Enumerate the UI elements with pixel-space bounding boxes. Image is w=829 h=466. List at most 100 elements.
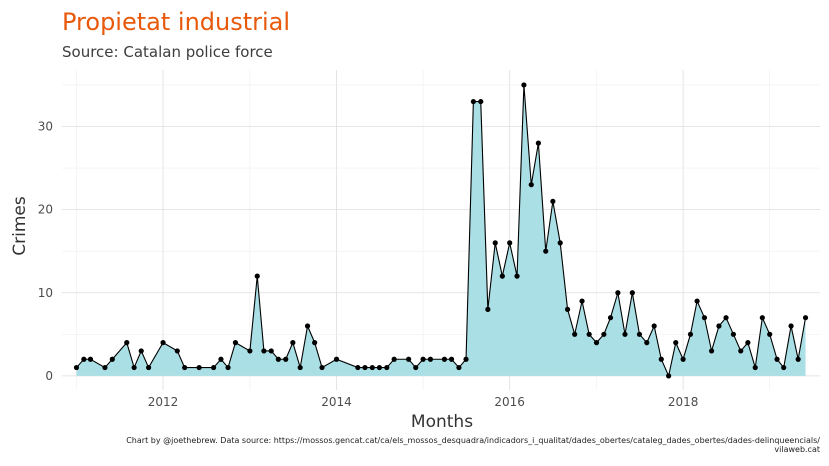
data-point: [145, 364, 152, 371]
data-point: [644, 340, 650, 346]
data-point: [420, 356, 426, 362]
data-point: [687, 331, 694, 337]
data-point: [658, 356, 664, 362]
data-point: [680, 356, 686, 362]
y-tick-label: 20: [38, 203, 53, 217]
data-point: [622, 331, 628, 337]
data-point: [73, 364, 80, 371]
y-tick-label: 10: [38, 286, 53, 300]
data-point: [283, 356, 289, 362]
data-point: [376, 364, 383, 371]
data-point: [406, 356, 412, 362]
data-point: [708, 348, 715, 354]
data-point: [470, 98, 476, 105]
data-point: [225, 364, 231, 371]
data-point: [492, 240, 498, 246]
data-point: [81, 356, 87, 362]
data-point: [651, 323, 657, 329]
series-points: [73, 82, 809, 379]
data-point: [615, 290, 621, 296]
y-tick-label: 0: [45, 369, 53, 383]
data-point: [572, 331, 578, 337]
data-point: [767, 331, 773, 337]
data-point: [752, 364, 758, 371]
data-point: [759, 315, 765, 321]
data-point: [730, 331, 737, 337]
data-point: [543, 248, 549, 254]
data-point: [297, 364, 303, 371]
x-tick-labels: 2012 2014 2016 2018: [148, 395, 699, 409]
data-point: [694, 298, 700, 304]
data-point: [535, 140, 541, 146]
data-point: [312, 340, 318, 346]
data-point: [182, 364, 188, 371]
data-point: [174, 348, 180, 354]
data-point: [196, 364, 202, 371]
data-point: [333, 356, 340, 362]
data-point: [499, 273, 505, 279]
data-point: [579, 298, 585, 304]
data-point: [701, 315, 708, 321]
data-point: [485, 306, 491, 312]
data-point: [427, 356, 434, 362]
data-point: [413, 364, 419, 371]
data-point: [102, 364, 108, 371]
data-point: [514, 273, 520, 279]
data-point: [109, 356, 115, 362]
y-tick-labels: 0 10 20 30: [38, 120, 53, 383]
series-area: [76, 84, 806, 376]
data-point: [723, 315, 729, 321]
data-point: [629, 290, 635, 296]
data-point: [601, 331, 607, 337]
data-point: [131, 364, 137, 371]
data-point: [586, 331, 592, 337]
caption-site: vilaweb.cat: [774, 445, 820, 454]
data-point: [802, 315, 809, 321]
x-tick-label: 2014: [321, 395, 352, 409]
data-point: [521, 82, 527, 88]
data-point: [593, 340, 600, 346]
x-axis-title: Months: [411, 412, 473, 432]
data-point: [557, 240, 563, 246]
data-point: [355, 364, 361, 371]
data-point: [304, 323, 311, 329]
data-point: [247, 348, 253, 354]
data-point: [124, 340, 130, 346]
x-tick-label: 2018: [668, 395, 699, 409]
data-point: [528, 182, 534, 188]
x-tick-label: 2016: [494, 395, 525, 409]
chart-title: Propietat industrial: [62, 8, 290, 36]
data-point: [550, 198, 556, 204]
data-point: [456, 364, 462, 371]
data-point: [384, 364, 390, 371]
chart-subtitle: Source: Catalan police force: [62, 43, 273, 61]
data-point: [781, 364, 787, 371]
data-point: [218, 356, 224, 362]
data-point: [607, 315, 614, 321]
data-point: [254, 273, 260, 279]
data-point: [87, 356, 94, 362]
data-point: [362, 364, 368, 371]
data-point: [261, 348, 267, 354]
data-point: [666, 373, 672, 379]
data-point: [507, 240, 513, 246]
data-point: [745, 340, 751, 346]
data-point: [268, 348, 274, 354]
data-point: [673, 340, 679, 346]
data-point: [716, 323, 722, 329]
data-point: [211, 364, 217, 371]
data-point: [463, 356, 469, 362]
caption-source: Chart by @joethebrew. Data source: https…: [126, 436, 820, 445]
data-point: [788, 323, 794, 329]
data-point: [290, 340, 296, 346]
data-point: [564, 306, 571, 312]
y-tick-label: 30: [38, 120, 53, 134]
data-point: [448, 356, 455, 362]
data-point: [232, 340, 239, 346]
data-point: [774, 356, 780, 362]
y-axis-title: Crimes: [10, 196, 30, 256]
data-point: [138, 348, 144, 354]
data-point: [391, 356, 397, 362]
data-point: [275, 356, 281, 362]
